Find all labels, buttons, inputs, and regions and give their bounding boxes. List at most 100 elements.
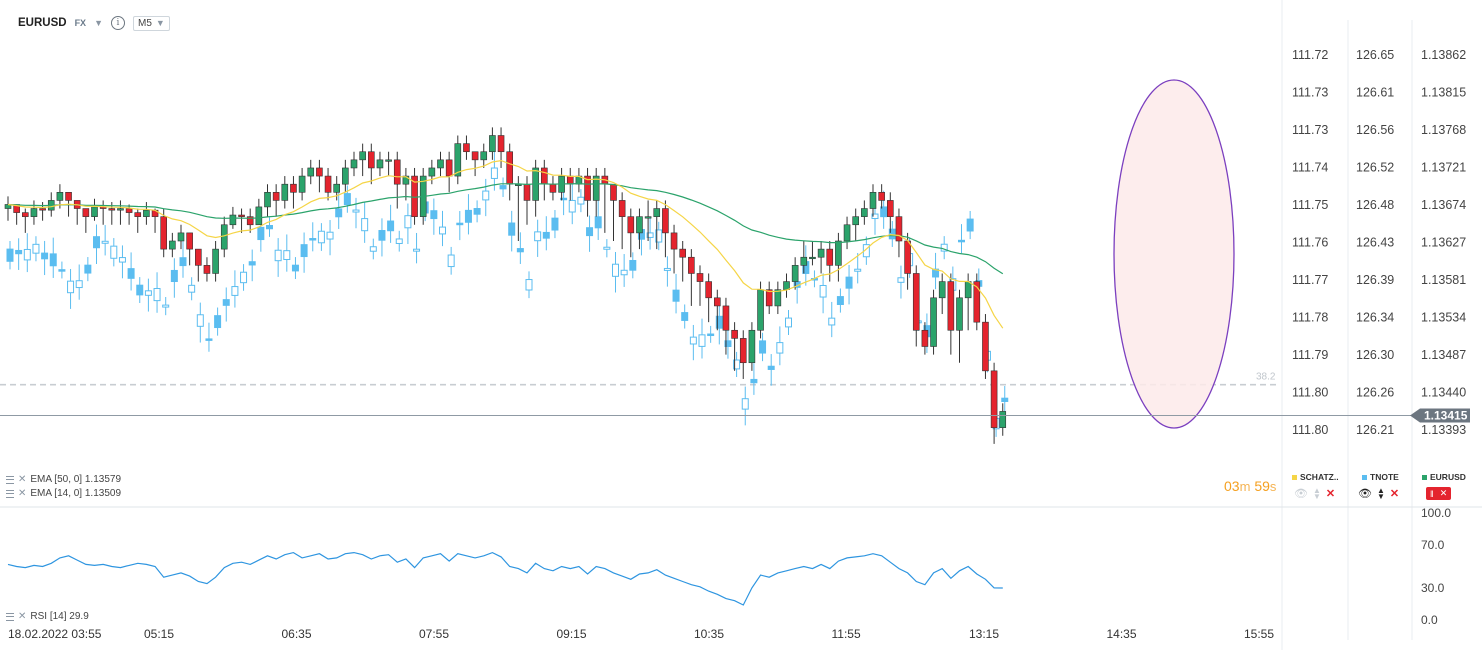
indicator-ema50[interactable]: ✕ EMA [50, 0] 1.13579 — [6, 474, 121, 485]
rsi-tick-label: 70.0 — [1421, 538, 1445, 552]
candle-up — [402, 175, 410, 185]
candle-down — [627, 216, 635, 234]
price-tick-label: 126.56 — [1356, 123, 1394, 137]
tnote-candle — [335, 208, 343, 218]
time-tick-label: 09:15 — [557, 627, 587, 641]
tnote-candle — [361, 218, 369, 232]
candle-down — [739, 338, 747, 364]
tnote-candle — [266, 225, 273, 230]
rsi-tick-label: 30.0 — [1421, 581, 1445, 595]
tnote-candle — [395, 238, 403, 244]
price-tick-label: 111.73 — [1292, 86, 1328, 100]
tnote-candle — [179, 257, 187, 267]
candle-up — [956, 297, 963, 331]
tnote-candle — [707, 333, 715, 337]
tnote-candle — [655, 229, 663, 243]
price-tick-label: 111.75 — [1292, 198, 1328, 212]
price-tick-label: 126.43 — [1356, 236, 1394, 250]
candle-down — [203, 265, 211, 274]
candle-up — [835, 240, 842, 266]
candle-down — [134, 212, 142, 217]
legend-eurusd-controls: ‖ ✕ — [1426, 487, 1452, 500]
price-tick-label: 111.79 — [1292, 348, 1328, 362]
rsi-tick-label: 0.0 — [1421, 613, 1438, 627]
tnote-candle — [118, 257, 126, 263]
candle-up — [869, 192, 877, 209]
eye-icon[interactable]: 👁 — [1358, 488, 1372, 500]
info-icon[interactable]: i — [111, 16, 125, 30]
tnote-candle — [620, 269, 628, 276]
timer-minutes-unit: m — [1239, 479, 1251, 494]
tnote-candle — [439, 226, 446, 235]
candle-up — [437, 159, 444, 169]
close-icon[interactable]: ✕ — [1389, 488, 1400, 500]
ema-lines — [7, 159, 1004, 329]
candle-up — [307, 167, 315, 177]
tnote-candle — [170, 269, 178, 283]
candle-down — [886, 200, 894, 217]
tnote-candle — [759, 340, 767, 354]
tnote-candle — [568, 199, 576, 213]
indicator-ema14[interactable]: ✕ EMA [14, 0] 1.13509 — [6, 488, 121, 499]
tnote-candle — [153, 288, 161, 302]
tnote-candle — [689, 336, 697, 345]
tnote-candle — [663, 267, 671, 271]
candle-down — [82, 208, 90, 217]
tnote-candle — [750, 378, 758, 384]
timer-seconds: 59 — [1254, 478, 1270, 494]
candle-up — [774, 289, 782, 307]
tnote-candle — [32, 243, 40, 254]
candle-up — [653, 208, 661, 217]
close-icon[interactable]: ✕ — [18, 474, 27, 485]
tnote-candle — [240, 271, 248, 284]
legend-tnote-label: TNOTE — [1370, 472, 1399, 482]
chart-toolbar: EURUSD FX ▼ i M5 ▼ — [18, 12, 170, 34]
tnote-candle — [369, 246, 377, 252]
tnote-candle — [966, 218, 974, 232]
tnote-candle — [6, 248, 14, 262]
candle-up — [385, 159, 392, 162]
tnote-candle — [196, 314, 204, 327]
menu-icon[interactable] — [6, 475, 14, 484]
candle-down — [316, 167, 323, 177]
price-tick-label: 1.13721 — [1421, 161, 1466, 175]
tnote-candle — [845, 276, 853, 289]
current-price-label: 1.13415 — [1424, 408, 1468, 422]
tnote-candle — [378, 230, 386, 241]
indicator-rsi[interactable]: ✕ RSI [14] 29.9 — [6, 611, 89, 622]
tnote-candle — [681, 312, 689, 321]
candle-up — [999, 411, 1007, 428]
reorder-icon[interactable]: ▲ ▼ — [1312, 485, 1321, 501]
tnote-candle — [828, 317, 836, 326]
eurusd-candles — [4, 127, 1007, 444]
candle-down — [912, 273, 920, 331]
close-icon[interactable]: ✕ — [1325, 488, 1336, 500]
menu-icon[interactable] — [6, 612, 14, 621]
reorder-icon[interactable]: ▲ ▼ — [1376, 485, 1385, 501]
tnote-candle — [932, 268, 940, 278]
price-tick-label: 111.74 — [1292, 161, 1328, 175]
candle-up — [177, 232, 185, 242]
candle-up — [480, 151, 488, 161]
eye-icon[interactable]: 👁 — [1294, 488, 1308, 500]
candle-up — [255, 206, 263, 226]
price-tick-label: 111.80 — [1292, 423, 1328, 437]
symbol-label[interactable]: EURUSD — [18, 17, 67, 29]
tnote-candle — [67, 280, 75, 294]
candle-up — [861, 208, 868, 217]
close-icon[interactable]: ✕ — [18, 611, 27, 622]
chevron-down-icon[interactable]: ▼ — [94, 18, 103, 28]
candle-down — [506, 151, 514, 185]
close-icon[interactable]: ✕ — [18, 488, 27, 499]
menu-icon[interactable] — [6, 489, 14, 498]
series-toggle-button[interactable]: ‖ ✕ — [1426, 487, 1452, 500]
candle-down — [878, 192, 885, 201]
candle-down — [540, 167, 548, 185]
tnote-series — [6, 151, 1009, 437]
time-tick-label: 05:15 — [144, 627, 174, 641]
candle-down — [186, 232, 193, 250]
time-tick-label: 06:35 — [282, 627, 312, 641]
timeframe-select[interactable]: M5 ▼ — [133, 15, 170, 31]
